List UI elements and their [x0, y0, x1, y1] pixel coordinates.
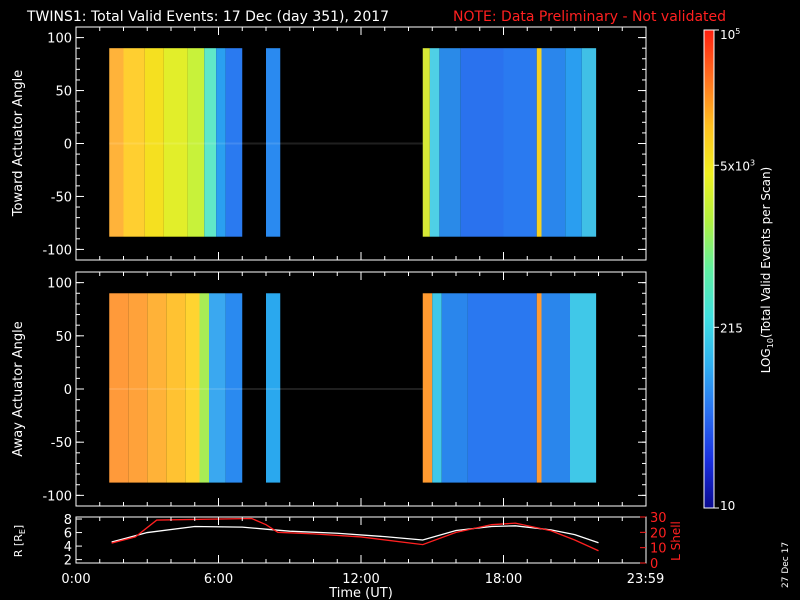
orbit-lines [111, 517, 599, 552]
lshell-axis-tick-label: 0 [650, 557, 658, 572]
lshell-axis-tick-label: 20 [650, 526, 667, 541]
toward-panel: 100 50 0 -50 -100 Toward Actuator Angle [11, 26, 647, 261]
away-heatmap-column [225, 293, 243, 483]
note-text: NOTE: Data Preliminary - Not validated [453, 9, 726, 25]
r-axis-label: R [RE] [12, 525, 27, 557]
toward-heatmap-column [439, 48, 461, 237]
away-heatmap-column [266, 293, 281, 483]
toward-heatmap-column [422, 48, 430, 237]
toward-heatmap-column [109, 48, 124, 237]
lshell-axis-tick-label: 30 [650, 511, 667, 526]
r-axis-tick-label: 4 [64, 540, 72, 555]
toward-heatmap-column [565, 48, 582, 237]
toward-heatmap [109, 48, 597, 237]
away-heatmap-column [541, 293, 570, 483]
toward-y-tick-label: -100 [42, 243, 72, 258]
toward-y-tick-label: 50 [55, 85, 72, 100]
colorbar: 10 215 5x103 105 LOG10(Total Valid Events p… [703, 27, 775, 513]
away-y-tick-label: -50 [51, 436, 72, 451]
away-heatmap-column [128, 293, 148, 483]
away-heatmap-column [147, 293, 167, 483]
away-heatmap-column [209, 293, 226, 483]
r-axis-tick-label: 6 [64, 527, 72, 542]
colorbar-tick-label: 215 [720, 321, 743, 335]
toward-heatmap-column [581, 48, 597, 237]
r-axis-tick-label: 8 [64, 513, 72, 528]
toward-heatmap-column [460, 48, 504, 237]
toward-y-label: Toward Actuator Angle [11, 70, 26, 217]
away-heatmap-column [422, 293, 433, 483]
toward-heatmap-column [144, 48, 164, 237]
away-heatmap-column [432, 293, 442, 483]
date-stamp: 27 Dec 17 [781, 542, 791, 588]
x-tick-label: 6:00 [204, 572, 233, 587]
colorbar-label: LOG10(Total Valid Events per Scan) [759, 167, 775, 374]
away-y-ticks: 100 50 0 -50 -100 [42, 272, 647, 506]
toward-y-tick-label: -50 [51, 190, 72, 205]
lshell-axis-label: L Shell [669, 521, 683, 561]
away-heatmap [109, 293, 597, 483]
colorbar-tick-label: 5x103 [720, 158, 755, 173]
toward-y-tick-label: 100 [47, 32, 72, 47]
away-heatmap-column [185, 293, 200, 483]
away-heatmap-column [199, 293, 209, 483]
toward-heatmap-column [225, 48, 243, 237]
x-tick-label: 23:59 [627, 572, 664, 587]
toward-y-tick-label: 0 [64, 138, 72, 153]
x-tick-label: 12:00 [342, 572, 379, 587]
away-heatmap-column [441, 293, 468, 483]
away-y-tick-label: 100 [47, 277, 72, 292]
away-y-tick-label: -100 [42, 489, 72, 504]
chart-title: TWINS1: Total Valid Events: 17 Dec (day … [26, 9, 389, 25]
away-heatmap-column [166, 293, 186, 483]
toward-heatmap-column [503, 48, 537, 237]
x-tick-label: 18:00 [485, 572, 522, 587]
away-heatmap-column [109, 293, 129, 483]
x-axis-label: Time (UT) [328, 586, 393, 600]
away-y-label: Away Actuator Angle [11, 321, 26, 456]
r-axis-tick-label: 2 [64, 554, 72, 569]
lshell-series-line [111, 517, 599, 552]
toward-heatmap-column [429, 48, 440, 237]
away-heatmap-column [536, 293, 542, 483]
away-heatmap-column [570, 293, 597, 483]
away-y-tick-label: 50 [55, 330, 72, 345]
toward-heatmap-column [541, 48, 566, 237]
colorbar-tick-label: 10 [720, 499, 735, 513]
toward-heatmap-column [204, 48, 217, 237]
lshell-axis-tick-label: 10 [650, 542, 667, 557]
colorbar-tick-label: 105 [720, 27, 740, 42]
away-panel: 100 50 0 -50 -100 Away Actuator Angle [11, 271, 647, 507]
colorbar-scale [703, 29, 715, 509]
toward-heatmap-column [163, 48, 188, 237]
toward-heatmap-column [123, 48, 145, 237]
toward-heatmap-column [536, 48, 542, 237]
colorbar-ticks: 10 215 5x103 105 [714, 27, 755, 513]
toward-heatmap-column [216, 48, 226, 237]
toward-y-ticks: 100 50 0 -50 -100 [42, 27, 647, 260]
away-heatmap-column [467, 293, 537, 483]
toward-heatmap-column [266, 48, 281, 237]
toward-heatmap-column [187, 48, 205, 237]
away-y-tick-label: 0 [64, 383, 72, 398]
x-tick-label: 0:00 [61, 572, 90, 587]
